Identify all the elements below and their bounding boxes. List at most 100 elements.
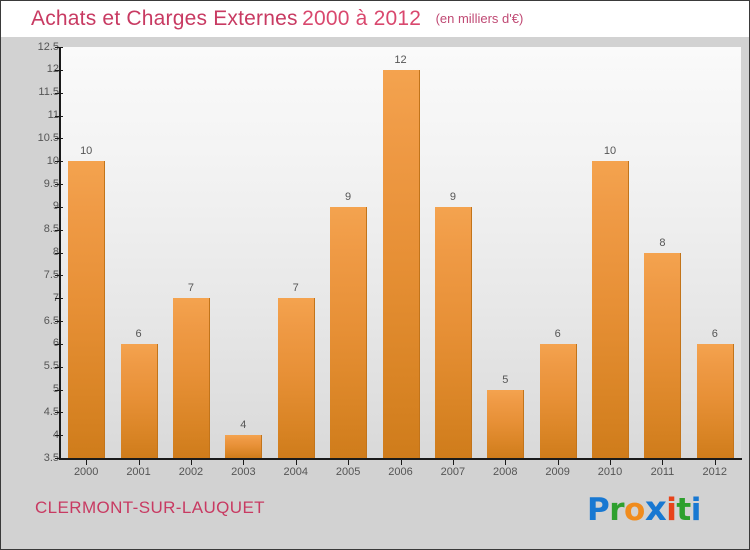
y-axis-tick-mark [55, 389, 63, 391]
x-axis-tick-label: 2009 [545, 466, 570, 478]
y-axis-tick-label: 12 [46, 63, 59, 76]
bar-value-label: 12 [394, 53, 407, 66]
bar[interactable] [172, 298, 210, 458]
x-axis-tick-label: 2011 [650, 466, 675, 478]
bar-value-label: 6 [135, 327, 142, 340]
x-axis-tick-mark [452, 460, 454, 465]
bar-value-label: 8 [659, 236, 666, 249]
x-axis-tick-mark [400, 460, 402, 465]
x-axis-tick-mark [662, 460, 664, 465]
y-axis-tick-mark [55, 366, 63, 368]
y-axis-tick-label: 11.5 [38, 86, 59, 99]
x-axis-line [59, 458, 742, 460]
bar[interactable] [487, 389, 525, 458]
y-axis-tick: 12 [1, 64, 59, 75]
x-axis-tick-mark [348, 460, 350, 465]
bar[interactable] [539, 343, 577, 458]
bar[interactable] [225, 435, 263, 458]
y-axis-tick: 7 [1, 292, 59, 304]
y-axis-tick-mark [55, 161, 63, 163]
bar[interactable] [68, 161, 106, 458]
commune-label: CLERMONT-SUR-LAUQUET [35, 498, 265, 517]
y-axis-tick-label: 6.5 [43, 314, 59, 327]
bar[interactable] [592, 161, 630, 458]
y-axis-tick-label: 6 [13, 338, 59, 349]
proxiti-logo[interactable]: Proxiti [587, 489, 701, 529]
bar[interactable] [330, 206, 368, 458]
y-axis-tick: 8 [1, 247, 59, 258]
y-axis-tick-mark [55, 435, 63, 437]
bar[interactable] [382, 69, 420, 458]
y-axis-tick-label: 4 [13, 429, 59, 441]
y-axis-tick-label: 9.5 [43, 177, 59, 190]
y-axis-tick-mark [55, 115, 63, 117]
logo-letter-1: r [609, 492, 625, 528]
x-axis-tick-label: 2007 [440, 466, 466, 478]
bar-value-label: 5 [502, 373, 509, 386]
bar-value-label: 9 [345, 190, 352, 203]
page-title: Achats et Charges Externes 2000 à 2012 (… [31, 7, 523, 31]
y-axis-tick-label: 9 [13, 201, 59, 212]
y-axis-tick: 4 [1, 429, 59, 441]
bar[interactable] [120, 343, 158, 458]
bar-value-label: 9 [449, 190, 456, 203]
y-axis-tick: 6 [1, 338, 59, 349]
y-axis-tick: 7.5 [1, 269, 59, 281]
x-axis-tick-mark [295, 460, 297, 465]
bar-value-label: 6 [554, 327, 561, 340]
bar[interactable] [696, 343, 734, 458]
logo-letter-5: t [676, 492, 691, 528]
y-axis-tick-label: 4.5 [43, 405, 59, 418]
x-axis-tick-mark [714, 460, 716, 465]
logo-letter-6: i [690, 492, 702, 528]
x-axis-tick-label: 2012 [702, 466, 728, 478]
x-axis-tick-label: 2002 [178, 466, 204, 478]
x-axis-tick-mark [86, 460, 88, 465]
bar-value-label: 7 [187, 282, 195, 295]
bar[interactable] [277, 298, 315, 458]
bar-value-label: 7 [292, 282, 299, 295]
y-axis-tick: 8.5 [1, 224, 59, 235]
chart-plot-region: 12.5 12 11.5 11 10.5 10 9.5 9 8.5 8 7.5 7 6.5 6 5.5 5 4.… [1, 37, 749, 478]
x-axis-tick-label: 2004 [283, 466, 308, 478]
y-axis-tick-label: 11 [47, 109, 59, 121]
bar-value-label: 6 [711, 327, 718, 340]
x-axis-tick-mark [190, 460, 192, 465]
bar[interactable] [644, 252, 682, 458]
y-axis-tick-mark [55, 252, 63, 254]
logo-letter-2: o [624, 492, 645, 528]
y-axis-tick-mark [55, 206, 63, 208]
y-axis-tick-mark [55, 412, 63, 414]
y-axis-tick: 4.5 [1, 405, 59, 418]
y-axis-tick-label: 5 [13, 384, 59, 395]
y-axis-tick-label: 3.5 [43, 451, 59, 464]
x-axis-tick-mark [138, 460, 140, 465]
y-axis-tick-mark [55, 343, 63, 345]
x-axis-tick-label: 2010 [597, 466, 623, 478]
y-axis-tick-mark [55, 298, 63, 300]
title-subtitle-text: (en milliers d'€) [435, 11, 524, 26]
x-axis-tick-label: 2005 [335, 466, 361, 478]
y-axis-tick: 6.5 [1, 314, 59, 327]
logo-letter-3: x [644, 489, 667, 529]
y-axis-tick-label: 5.5 [43, 360, 59, 373]
y-axis-tick: 11 [1, 110, 59, 121]
y-axis-tick-label: 8 [13, 247, 59, 258]
x-axis-tick-label: 2003 [231, 466, 256, 478]
logo-letter-0: P [587, 492, 610, 528]
bar[interactable] [434, 206, 472, 458]
y-axis-tick: 3.5 [1, 451, 59, 464]
y-axis-tick-label: 8.5 [43, 223, 59, 236]
y-axis-tick-mark [55, 321, 63, 322]
y-axis-tick: 9 [1, 201, 59, 212]
y-axis-tick-label: 7 [13, 292, 59, 304]
bar-value-label: 10 [80, 145, 93, 158]
x-axis-tick-mark [505, 460, 507, 465]
x-axis-tick-label: 2001 [126, 466, 151, 478]
bar-value-label: 10 [603, 145, 617, 158]
x-axis-tick-mark [243, 460, 245, 465]
y-axis-tick-mark [55, 138, 63, 140]
y-axis-tick-mark [55, 229, 63, 231]
title-years-text: 2000 à 2012 [302, 7, 422, 30]
